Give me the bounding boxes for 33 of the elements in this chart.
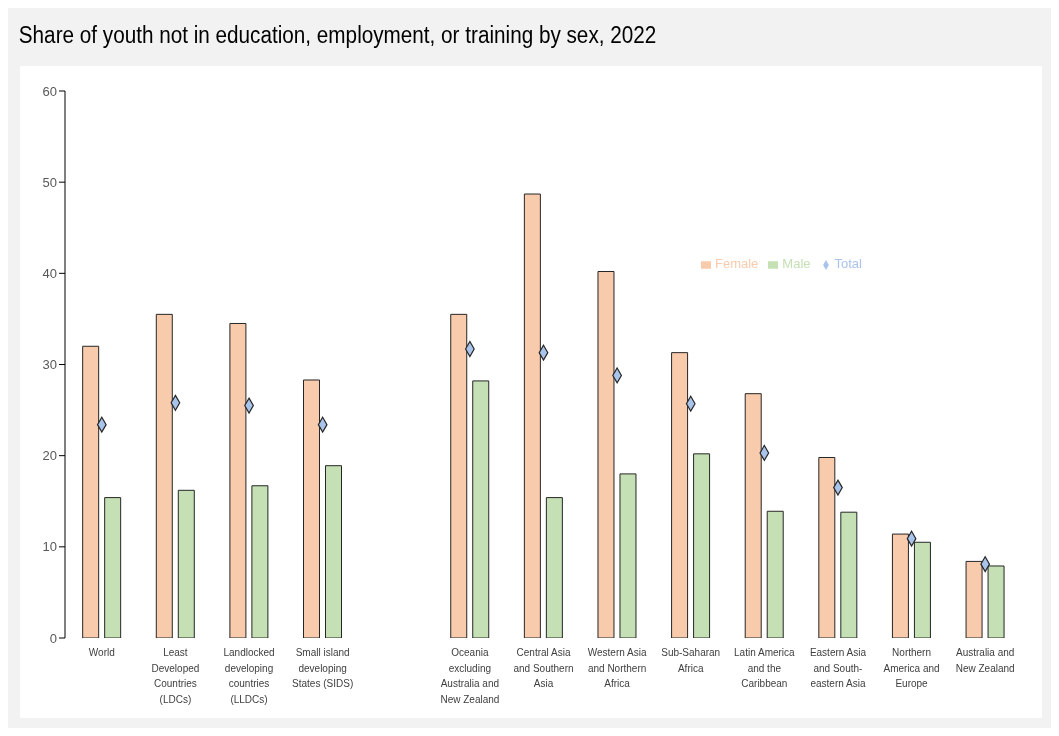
y-tick-label: 20 (42, 448, 57, 464)
bar (766, 510, 784, 638)
x-tick-label: Oceania excluding Australia and New Zealand (440, 647, 500, 705)
x-tick-label: Small island developing States (SIDS) (292, 647, 354, 689)
bar (840, 511, 858, 638)
chart-title: Share of youth not in education, employment, or training by sex, 2022 (17, 21, 658, 50)
x-tick-label: Australia and New Zealand (955, 647, 1015, 674)
x-tick-label: Northern America and Europe (883, 647, 940, 689)
bar (472, 380, 490, 638)
x-tick-label: Least Developed Countries (LDCs) (151, 647, 200, 705)
x-tick-label: Western Asia and Northern Africa (587, 647, 647, 689)
legend-label: Total (834, 256, 862, 271)
x-tick-label: Landlocked developing countries (LLDCs) (223, 647, 275, 705)
bar (177, 489, 195, 638)
bar (693, 453, 711, 638)
y-tick-label: 10 (42, 539, 57, 555)
x-tick-label: Central Asia and Southern Asia (513, 647, 574, 689)
x-tick-label: Latin America and the Caribbean (734, 647, 796, 689)
x-tick-label: Eastern Asia and South-eastern Asia (809, 647, 867, 689)
y-tick-label: 40 (42, 265, 57, 281)
bar (619, 473, 637, 638)
legend-label: Male (782, 256, 811, 271)
bar (104, 497, 122, 638)
bar (325, 465, 343, 638)
x-tick-label: World (88, 647, 115, 658)
y-tick-label: 0 (49, 630, 57, 646)
legend-label: Female (714, 256, 759, 271)
y-tick-label: 30 (42, 357, 57, 373)
y-tick-label: 50 (42, 174, 57, 190)
x-tick-label: Sub-Saharan Africa (661, 647, 721, 674)
bar (545, 497, 563, 638)
y-tick-label: 60 (42, 83, 57, 99)
bar (251, 485, 269, 638)
